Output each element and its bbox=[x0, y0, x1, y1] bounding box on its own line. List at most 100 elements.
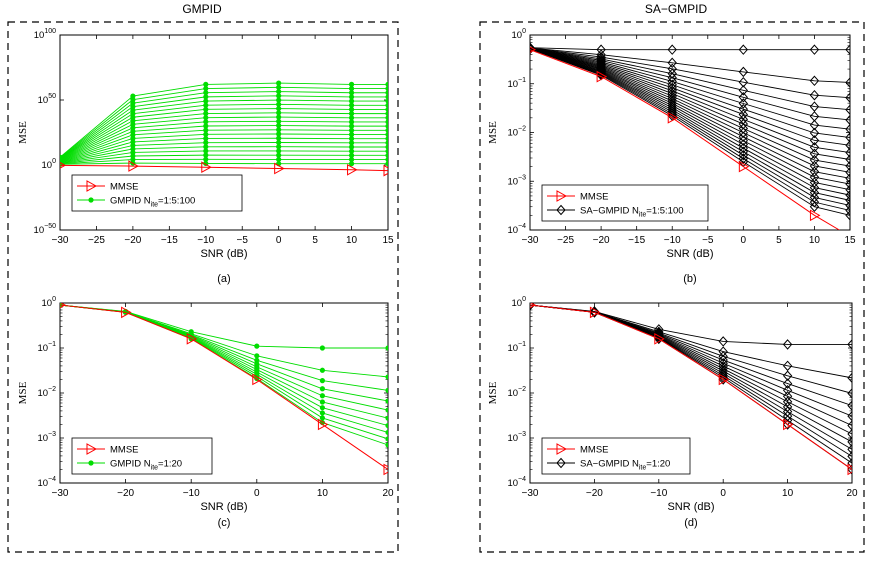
series-point-gmpid bbox=[385, 136, 388, 142]
series-point-gmpid bbox=[276, 80, 282, 86]
chart-panel-a: −30 −25 −20 −15 −10 −5 0 5 10 15 10100 1050 100 10−50… bbox=[17, 28, 394, 285]
series-point-sa−gmpid bbox=[845, 77, 850, 88]
legend-marker bbox=[88, 197, 94, 203]
series-point-gmpid bbox=[348, 119, 355, 125]
series-point-gmpid bbox=[319, 405, 325, 411]
series-point-sa−gmpid bbox=[782, 370, 793, 382]
y-tick-label: 10100 bbox=[34, 28, 56, 41]
series-point-mmse bbox=[589, 306, 601, 319]
legend-marker bbox=[86, 443, 98, 455]
series-point-gmpid bbox=[276, 93, 282, 99]
series-point-gmpid bbox=[203, 131, 209, 137]
y-axis-label: MSE bbox=[487, 121, 499, 144]
x-tick-label: 5 bbox=[312, 235, 318, 246]
y-tick-label: 10−3 bbox=[507, 431, 526, 444]
legend-marker bbox=[556, 457, 566, 469]
series-point-sa−gmpid bbox=[847, 457, 852, 469]
series-point-sa−gmpid bbox=[845, 154, 850, 165]
series-point-gmpid bbox=[385, 98, 388, 104]
series-point-gmpid bbox=[276, 114, 282, 120]
series-point-gmpid bbox=[385, 102, 388, 108]
x-tick-label: 20 bbox=[846, 488, 858, 499]
series-point-sa−gmpid bbox=[738, 146, 749, 157]
series-point-gmpid bbox=[203, 90, 209, 96]
series-point-mmse bbox=[783, 418, 794, 431]
series-point-gmpid bbox=[348, 123, 355, 129]
series-point-gmpid bbox=[385, 398, 388, 404]
series-point-gmpid bbox=[385, 144, 388, 150]
legend-label: MMSE bbox=[580, 445, 609, 456]
series-point-gmpid bbox=[203, 81, 209, 88]
y-tick-label: 10−4 bbox=[507, 476, 526, 489]
y-axis-label: MSE bbox=[17, 121, 29, 144]
series-point-sa−gmpid bbox=[809, 166, 820, 177]
legend-marker bbox=[556, 204, 566, 216]
series-point-sa−gmpid bbox=[738, 92, 749, 103]
series-point-sa−gmpid bbox=[667, 72, 677, 83]
y-tick-label: 10−4 bbox=[37, 476, 56, 489]
series-line-sa−gmpid bbox=[530, 47, 850, 146]
series-point-sa−gmpid bbox=[809, 101, 820, 112]
series-point-mmse bbox=[809, 209, 821, 222]
series-line-sa−gmpid bbox=[530, 47, 850, 138]
series-line-gmpid bbox=[60, 150, 388, 164]
series-line-sa−gmpid bbox=[530, 47, 850, 130]
legend-marker bbox=[556, 190, 568, 202]
series-line-mmse bbox=[530, 49, 840, 230]
series-point-sa−gmpid bbox=[809, 44, 820, 55]
series-line-mmse bbox=[530, 304, 852, 470]
x-tick-label: 0 bbox=[741, 235, 747, 246]
series-point-gmpid bbox=[348, 98, 355, 104]
x-tick-label: −20 bbox=[586, 488, 603, 499]
series-line-sa−gmpid bbox=[530, 48, 850, 206]
legend-label: MMSE bbox=[110, 445, 139, 456]
series-point-gmpid bbox=[348, 81, 355, 88]
series-point-sa−gmpid bbox=[845, 92, 850, 103]
series-point-mmse bbox=[383, 164, 388, 177]
series-point-gmpid bbox=[276, 110, 282, 116]
series-point-sa−gmpid bbox=[782, 385, 793, 396]
series-point-sa−gmpid bbox=[847, 444, 852, 455]
series-point-gmpid bbox=[276, 148, 282, 154]
series-point-gmpid bbox=[203, 144, 209, 150]
series-point-sa−gmpid bbox=[738, 135, 749, 146]
x-tick-label: −30 bbox=[52, 488, 69, 499]
y-tick-label: 10−4 bbox=[507, 223, 526, 236]
legend-marker bbox=[556, 443, 568, 455]
y-tick-label: 100 bbox=[42, 158, 57, 171]
y-tick-label: 100 bbox=[512, 296, 527, 309]
series-point-sa−gmpid bbox=[809, 160, 820, 172]
series-line-sa−gmpid bbox=[530, 48, 850, 196]
series-point-gmpid bbox=[254, 353, 260, 359]
x-tick-label: −15 bbox=[628, 235, 645, 246]
series-point-gmpid bbox=[276, 118, 282, 124]
series-line-gmpid bbox=[60, 108, 388, 160]
series-point-gmpid bbox=[385, 115, 388, 121]
series-point-sa−gmpid bbox=[845, 189, 850, 201]
series-point-gmpid bbox=[319, 410, 325, 416]
series-line-gmpid bbox=[60, 154, 388, 165]
series-line-gmpid bbox=[60, 91, 388, 159]
series-point-sa−gmpid bbox=[845, 160, 850, 172]
series-point-sa−gmpid bbox=[718, 351, 728, 362]
series-point-sa−gmpid bbox=[782, 378, 793, 389]
panel-caption: (c) bbox=[218, 517, 231, 529]
series-point-mmse bbox=[530, 303, 537, 309]
series-point-gmpid bbox=[385, 131, 388, 138]
series-line-sa−gmpid bbox=[530, 48, 850, 216]
series-point-gmpid bbox=[385, 140, 388, 146]
series-point-gmpid bbox=[348, 152, 355, 158]
series-line-sa−gmpid bbox=[530, 48, 850, 160]
series-point-gmpid bbox=[385, 90, 388, 96]
series-line-gmpid bbox=[60, 99, 388, 160]
series-point-mmse bbox=[347, 163, 358, 176]
series-point-gmpid bbox=[385, 148, 388, 154]
series-point-sa−gmpid bbox=[718, 336, 728, 347]
series-point-sa−gmpid bbox=[847, 428, 852, 440]
series-point-sa−gmpid bbox=[738, 85, 749, 96]
x-tick-label: 10 bbox=[346, 235, 358, 246]
series-point-gmpid bbox=[319, 378, 325, 384]
x-axis-label: SNR (dB) bbox=[200, 248, 247, 260]
series-point-sa−gmpid bbox=[738, 66, 749, 78]
